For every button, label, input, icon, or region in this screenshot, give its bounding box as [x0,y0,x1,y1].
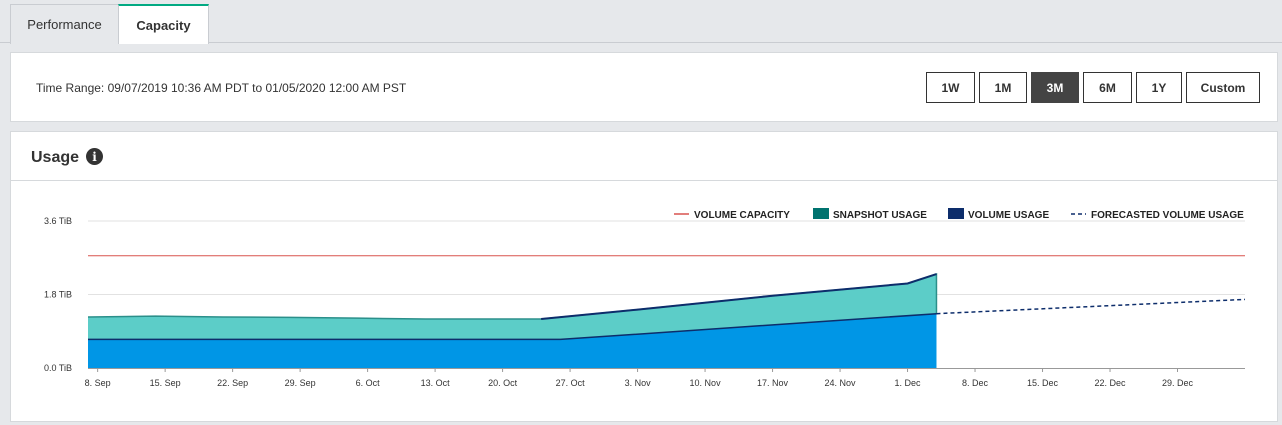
range-button-1y[interactable]: 1Y [1136,72,1182,103]
volume-usage-area [88,313,937,368]
x-tick-label: 24. Nov [825,378,857,388]
x-tick-label: 10. Nov [690,378,722,388]
x-tick-label: 15. Dec [1027,378,1059,388]
range-button-1w[interactable]: 1W [926,72,975,103]
tab-performance[interactable]: Performance [10,4,119,44]
x-tick-label: 22. Dec [1095,378,1127,388]
legend-volume-usage-label: VOLUME USAGE [968,210,1049,221]
info-icon[interactable]: i [86,148,103,165]
usage-header: Usage i [11,132,1277,181]
x-tick-label: 1. Dec [895,378,922,388]
tab-bar: Performance Capacity [0,0,1282,44]
range-button-group: 1W 1M 3M 6M 1Y Custom [926,72,1260,103]
legend-volume-usage-marker [948,208,964,219]
x-tick-label: 17. Nov [757,378,789,388]
range-button-3m[interactable]: 3M [1031,72,1079,103]
time-range-label: Time Range: 09/07/2019 10:36 AM PDT to 0… [36,81,407,95]
time-range-panel: Time Range: 09/07/2019 10:36 AM PDT to 0… [10,52,1278,122]
usage-chart: 3.6 TiB 1.8 TiB 0.0 TiB 8. Sep 15. Sep 22. Se… [44,208,1246,388]
x-tick-label: 15. Sep [150,378,181,388]
x-tick-label: 27. Oct [556,378,586,388]
x-tick-label: 29. Sep [285,378,316,388]
x-tick-label: 20. Oct [488,378,518,388]
x-tick-label: 8. Dec [962,378,989,388]
legend-volume-capacity-label: VOLUME CAPACITY [694,210,790,221]
legend-snapshot-usage-label: SNAPSHOT USAGE [833,210,927,221]
range-button-6m[interactable]: 6M [1083,72,1132,103]
y-tick-label: 1.8 TiB [44,290,72,300]
x-tick-label: 13. Oct [421,378,451,388]
y-tick-label: 3.6 TiB [44,216,72,226]
forecasted-volume-usage-line [936,298,1246,315]
range-button-custom[interactable]: Custom [1186,72,1260,103]
x-tick-label: 22. Sep [217,378,248,388]
legend-forecasted-volume-usage-label: FORECASTED VOLUME USAGE [1091,210,1244,221]
x-tick-label: 8. Sep [85,378,111,388]
x-tick-label: 6. Oct [356,378,381,388]
usage-title: Usage [31,149,80,166]
snapshot-usage-line-rising [541,273,937,320]
usage-panel: Usage i 3.6 TiB 1.8 TiB 0.0 TiB 8. Sep 15. S… [10,131,1278,422]
x-tick-label: 3. Nov [625,378,652,388]
legend-snapshot-usage-marker [813,208,829,219]
volume-usage-line [88,312,937,341]
x-tick-label: 29. Dec [1162,378,1194,388]
y-tick-label: 0.0 TiB [44,363,72,373]
tab-capacity[interactable]: Capacity [118,4,209,44]
range-button-1m[interactable]: 1M [979,72,1027,103]
